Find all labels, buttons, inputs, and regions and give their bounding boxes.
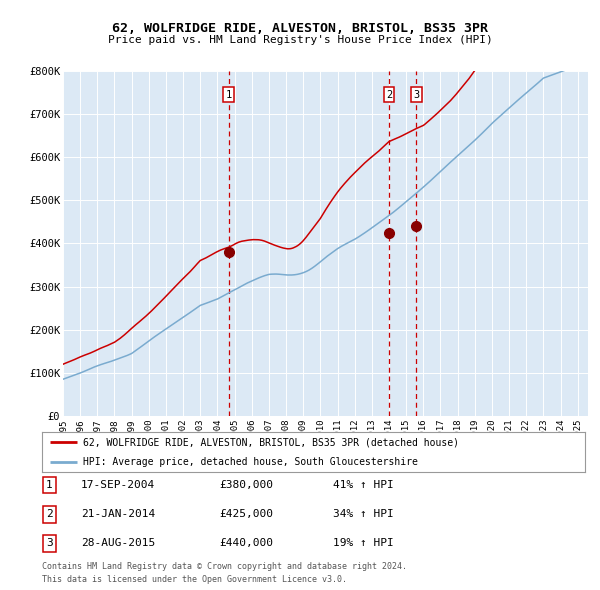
Text: 34% ↑ HPI: 34% ↑ HPI <box>333 510 394 519</box>
Text: Contains HM Land Registry data © Crown copyright and database right 2024.: Contains HM Land Registry data © Crown c… <box>42 562 407 571</box>
Text: £425,000: £425,000 <box>219 510 273 519</box>
Text: 19% ↑ HPI: 19% ↑ HPI <box>333 539 394 548</box>
Text: £380,000: £380,000 <box>219 480 273 490</box>
Text: 28-AUG-2015: 28-AUG-2015 <box>81 539 155 548</box>
Text: 3: 3 <box>413 90 419 100</box>
Text: 62, WOLFRIDGE RIDE, ALVESTON, BRISTOL, BS35 3PR: 62, WOLFRIDGE RIDE, ALVESTON, BRISTOL, B… <box>112 22 488 35</box>
Text: 17-SEP-2004: 17-SEP-2004 <box>81 480 155 490</box>
Text: 1: 1 <box>226 90 232 100</box>
Text: 3: 3 <box>46 539 53 548</box>
Text: Price paid vs. HM Land Registry's House Price Index (HPI): Price paid vs. HM Land Registry's House … <box>107 35 493 45</box>
Text: 2: 2 <box>46 510 53 519</box>
Text: 21-JAN-2014: 21-JAN-2014 <box>81 510 155 519</box>
Text: 62, WOLFRIDGE RIDE, ALVESTON, BRISTOL, BS35 3PR (detached house): 62, WOLFRIDGE RIDE, ALVESTON, BRISTOL, B… <box>83 437 459 447</box>
Text: 2: 2 <box>386 90 392 100</box>
Text: 41% ↑ HPI: 41% ↑ HPI <box>333 480 394 490</box>
Text: £440,000: £440,000 <box>219 539 273 548</box>
Text: 1: 1 <box>46 480 53 490</box>
Text: This data is licensed under the Open Government Licence v3.0.: This data is licensed under the Open Gov… <box>42 575 347 584</box>
Text: HPI: Average price, detached house, South Gloucestershire: HPI: Average price, detached house, Sout… <box>83 457 418 467</box>
